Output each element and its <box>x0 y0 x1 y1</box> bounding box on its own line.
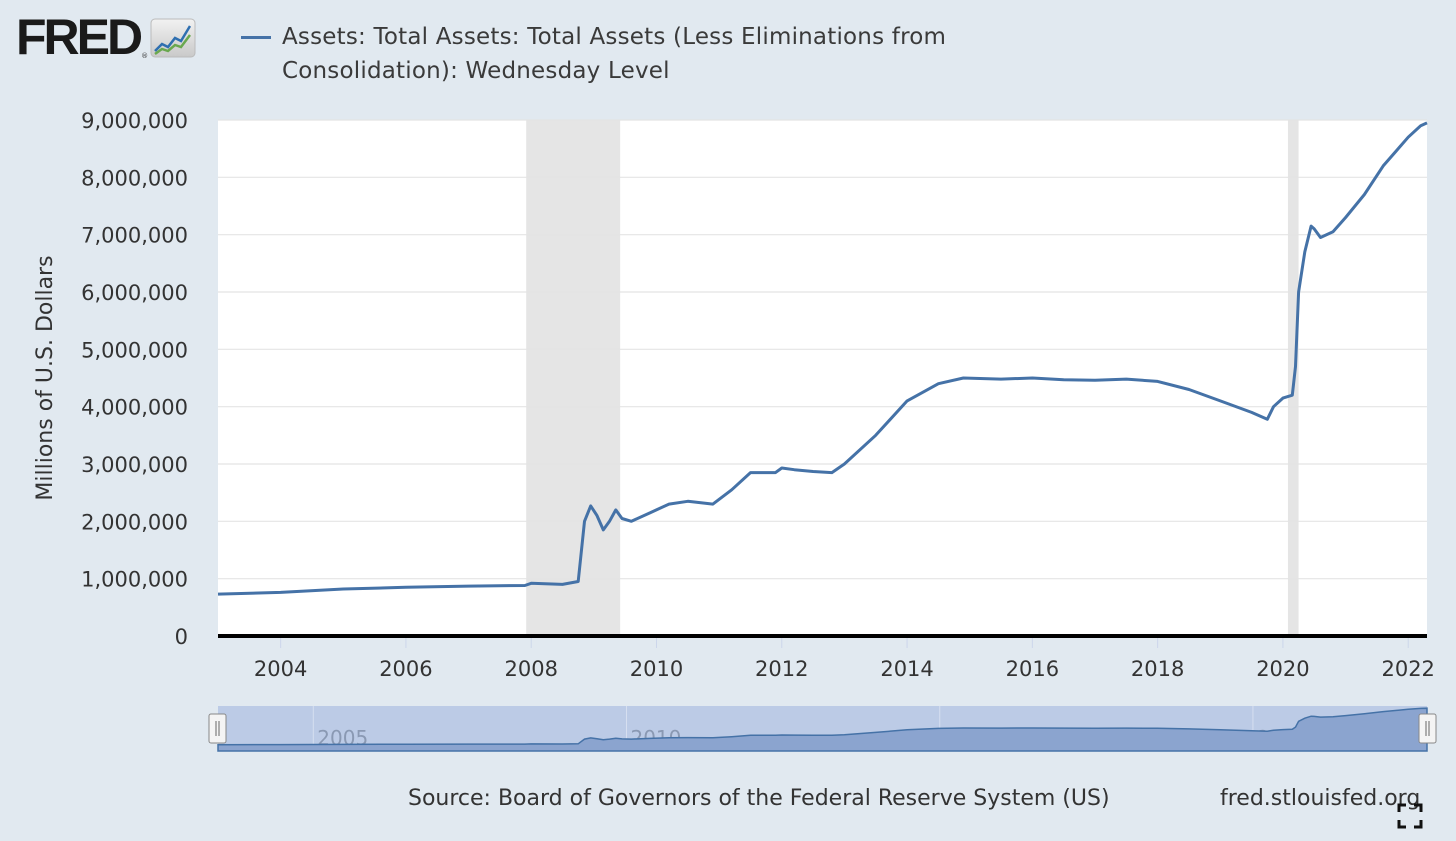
x-tick-label: 2022 <box>1381 657 1434 681</box>
logo-registered-mark: ® <box>141 52 149 60</box>
x-tick-label: 2008 <box>504 657 557 681</box>
fred-logo[interactable]: FRED ® <box>16 12 196 62</box>
gridlines <box>218 119 1427 580</box>
y-tick-label: 5,000,000 <box>81 338 188 362</box>
x-tick-label: 2014 <box>880 657 933 681</box>
legend-label: Assets: Total Assets: Total Assets (Less… <box>282 24 947 84</box>
y-tick-label: 3,000,000 <box>81 453 188 477</box>
plot-area <box>218 120 1427 636</box>
navigator-handle-right[interactable] <box>1418 713 1437 744</box>
x-tick-label: 2016 <box>1006 657 1059 681</box>
legend-swatch <box>241 36 271 39</box>
x-tick-label: 2004 <box>254 657 307 681</box>
y-tick-label: 9,000,000 <box>81 109 188 133</box>
recession-band <box>526 120 621 636</box>
x-tick-label: 2010 <box>630 657 683 681</box>
chart-legend[interactable]: Assets: Total Assets: Total Assets (Less… <box>241 20 1062 88</box>
site-link[interactable]: fred.stlouisfed.org <box>1220 786 1421 811</box>
source-note: Source: Board of Governors of the Federa… <box>408 786 1110 811</box>
y-tick-label: 8,000,000 <box>81 166 188 190</box>
range-navigator[interactable]: 2005201020152020 <box>208 706 1437 752</box>
line-chart-icon <box>150 18 196 62</box>
logo-text: FRED <box>16 9 143 65</box>
x-axis-ticks: 2004 2006 2008 2010 2012 2014 2016 2018 2020 2022 <box>254 636 1435 681</box>
fullscreen-icon[interactable] <box>1397 803 1423 833</box>
navigator-area <box>217 707 1428 752</box>
y-tick-label: 4,000,000 <box>81 396 188 420</box>
y-axis-ticks: 0 1,000,000 2,000,000 3,000,000 4,000,000 5,0… <box>81 109 188 649</box>
navigator-handle-left[interactable] <box>208 713 227 744</box>
series-line <box>217 121 1428 596</box>
y-axis-label: Millions of U.S. Dollars <box>33 255 58 500</box>
y-tick-label: 6,000,000 <box>81 281 188 305</box>
y-tick-label: 1,000,000 <box>81 568 188 592</box>
x-tick-label: 2018 <box>1131 657 1184 681</box>
x-tick-label: 2020 <box>1256 657 1309 681</box>
y-tick-label: 0 <box>175 625 188 649</box>
y-tick-label: 7,000,000 <box>81 224 188 248</box>
y-tick-label: 2,000,000 <box>81 510 188 534</box>
x-tick-label: 2006 <box>379 657 432 681</box>
x-tick-label: 2012 <box>755 657 808 681</box>
